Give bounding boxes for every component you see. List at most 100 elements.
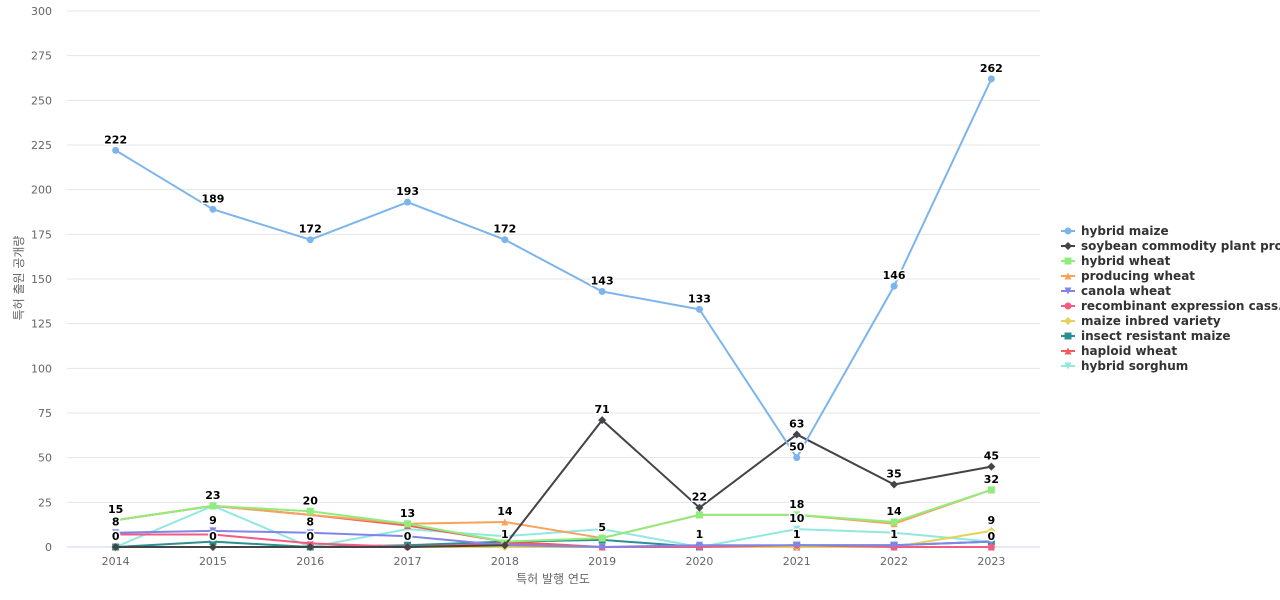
legend-label: producing wheat — [1081, 269, 1195, 283]
point — [501, 236, 509, 244]
point — [598, 288, 606, 296]
data-label: 1 — [890, 528, 898, 541]
data-label: 1 — [696, 528, 704, 541]
y-tick-label: 125 — [31, 318, 52, 331]
point — [112, 516, 120, 524]
point — [306, 543, 315, 551]
data-label: 15 — [108, 503, 123, 516]
series-line — [114, 77, 993, 459]
point — [695, 541, 703, 549]
data-label: 22 — [692, 491, 707, 504]
x-tick-label: 2019 — [588, 555, 616, 568]
point — [890, 541, 898, 549]
series-lines — [111, 75, 996, 551]
y-axis-ticks: 0 25 50 75 100 125 150 175 200 225 250 275 300 — [31, 5, 52, 554]
point — [792, 430, 801, 439]
data-labels: 2221891721931721431335014626271226335451… — [103, 60, 1005, 544]
point — [695, 305, 703, 313]
legend-label: hybrid maize — [1081, 224, 1169, 238]
data-label: 23 — [205, 489, 220, 502]
x-tick-label: 2017 — [394, 555, 422, 568]
point — [112, 529, 120, 537]
y-tick-label: 150 — [31, 273, 52, 286]
data-label: 50 — [789, 441, 805, 454]
point — [1064, 227, 1072, 235]
data-label: 13 — [400, 507, 415, 520]
y-tick-label: 75 — [38, 407, 52, 420]
y-tick-label: 300 — [31, 5, 52, 18]
y-tick-label: 175 — [31, 228, 52, 241]
y-tick-label: 0 — [45, 541, 52, 554]
series-line — [114, 529, 993, 548]
legend-label: insect resistant maize — [1081, 329, 1231, 343]
point — [890, 529, 898, 537]
point — [890, 282, 898, 290]
x-axis-title: 특허 발행 연도 — [516, 571, 590, 586]
legend-item: recombinant expression cass... — [1061, 299, 1280, 313]
point — [1064, 332, 1072, 340]
x-tick-label: 2018 — [491, 555, 519, 568]
point — [890, 480, 899, 489]
point — [793, 454, 801, 462]
legend-label: hybrid sorghum — [1081, 359, 1188, 373]
y-tick-label: 250 — [31, 94, 52, 107]
x-tick-label: 2023 — [977, 555, 1005, 568]
point — [209, 530, 217, 538]
point — [209, 205, 217, 213]
point — [209, 502, 217, 510]
point — [1064, 362, 1072, 370]
point — [695, 503, 704, 512]
series-1 — [111, 416, 996, 551]
x-tick-label: 2016 — [296, 555, 324, 568]
legend-item: hybrid maize — [1061, 224, 1169, 238]
data-label: 35 — [886, 467, 901, 480]
data-label: 8 — [306, 516, 314, 529]
y-axis-title: 특허 출원 공개량 — [12, 236, 26, 321]
legend-label: canola wheat — [1081, 284, 1171, 298]
point — [111, 543, 120, 551]
point — [890, 518, 898, 526]
data-label: 193 — [396, 185, 419, 198]
point — [598, 416, 607, 425]
data-label: 0 — [988, 530, 996, 543]
series-4 — [112, 527, 995, 551]
data-label: 63 — [789, 417, 804, 430]
data-label: 172 — [493, 223, 516, 236]
point — [404, 532, 412, 540]
legend-label: maize inbred variety — [1081, 314, 1221, 328]
point — [306, 236, 314, 244]
legend-item: haploid wheat — [1061, 344, 1177, 358]
point — [598, 534, 606, 542]
point — [209, 538, 217, 546]
point — [1064, 257, 1072, 265]
point — [987, 75, 995, 83]
point — [598, 525, 606, 533]
point — [987, 526, 996, 535]
legend-item: producing wheat — [1061, 269, 1195, 283]
legend-label: recombinant expression cass... — [1081, 299, 1280, 313]
y-tick-label: 200 — [31, 184, 52, 197]
point — [501, 532, 509, 540]
data-label: 9 — [209, 514, 217, 527]
point — [1064, 272, 1072, 280]
point — [306, 507, 314, 515]
point — [500, 541, 509, 550]
point — [1064, 287, 1072, 295]
data-label: 32 — [984, 473, 999, 486]
legend-label: hybrid wheat — [1081, 254, 1171, 268]
series-line — [114, 504, 993, 548]
legend-item: hybrid sorghum — [1061, 359, 1188, 373]
data-label: 143 — [591, 275, 614, 288]
data-label: 0 — [209, 530, 217, 543]
y-tick-label: 25 — [38, 496, 52, 509]
data-label: 8 — [112, 516, 120, 529]
point — [1064, 317, 1072, 325]
series-line — [114, 488, 993, 543]
data-label: 5 — [598, 521, 606, 534]
point — [306, 511, 314, 519]
point — [1064, 242, 1072, 250]
point — [793, 525, 801, 533]
data-label: 222 — [104, 133, 127, 146]
series-0 — [112, 75, 995, 462]
